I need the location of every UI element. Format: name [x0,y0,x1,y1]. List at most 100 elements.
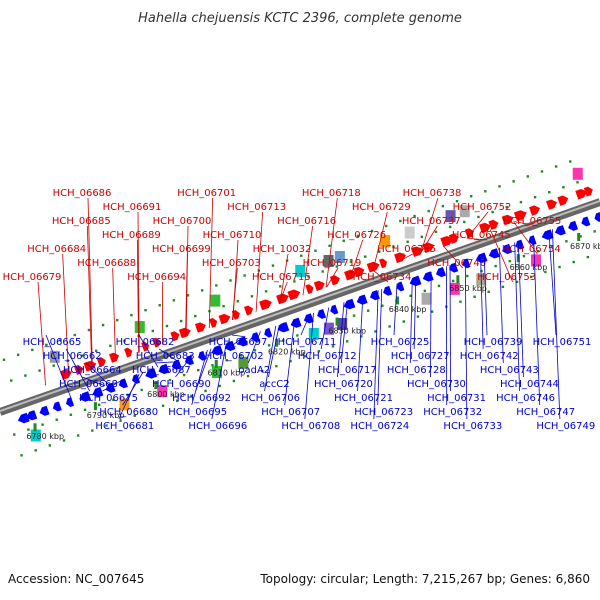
topology-text: Topology: circular; Length: 7,215,267 bp… [260,572,590,586]
track-dot-inner-top [194,314,197,318]
reverse-gene [462,258,471,269]
track-dot-inner-bottom [41,423,44,426]
forward-gene [464,228,474,239]
track-dot-inner-top [80,354,84,357]
reverse-gene [488,248,500,259]
reverse-gene-label: HCH_06712 [298,351,357,362]
track-dot-outer-bottom [76,434,80,437]
forward-gene-label: HCH_06745 [452,230,511,241]
forward-gene [194,322,206,333]
forward-gene-shape [109,352,120,363]
track-dot-inner-bottom [466,274,469,278]
track-dot-outer-top [512,180,515,183]
reverse-gene [528,235,537,246]
forward-gene-shape [394,252,406,263]
track-dot-inner-top [363,255,367,258]
forward-gene-shape [448,233,459,244]
track-dot-outer-top [16,353,20,357]
forward-gene [170,331,180,342]
reverse-gene [79,391,92,402]
track-dot-inner-bottom [409,294,412,298]
track-dot-outer-bottom [374,330,377,333]
forward-gene-shape [546,199,557,210]
reverse-gene-shape [158,363,170,375]
forward-gene-shape [313,280,325,292]
track-dot-inner-top [533,195,537,199]
feature-box [380,235,391,248]
forward-gene-label: HCH_06710 [203,230,262,241]
track-dot-outer-top [2,358,6,361]
reverse-gene-shape [65,397,75,407]
reverse-gene-label: HCH_06664 [63,365,122,376]
track-dot-inner-bottom [508,259,511,263]
gene-features [17,167,600,442]
scale-label: 6810 kbp [208,369,246,378]
reverse-gene-label: HCH_06744 [500,379,559,390]
reverse-gene [290,317,302,328]
track-dot-outer-bottom [416,315,420,318]
track-dot-inner-top [463,220,466,224]
scale-label: 6800 kbp [147,390,185,399]
track-dot-outer-bottom [317,350,321,353]
track-dot-outer-bottom [232,379,236,383]
map-title: Hahella chejuensis KCTC 2396, complete g… [138,11,462,26]
scale-label: 6860 kbp [510,263,548,272]
reverse-gene-shape [435,267,446,278]
reverse-gene [39,405,50,416]
scale-label: 6870 kbp [570,242,600,251]
track-dot-outer-top [73,333,76,337]
forward-gene [353,266,365,278]
track-dot-outer-bottom [204,389,207,393]
reverse-gene-label: HCH_06683 [136,351,195,362]
scale-label: 6820 kbp [268,347,306,356]
forward-leader-line [466,211,489,239]
forward-gene-label: HCH_06754 [502,244,561,255]
reverse-gene-label: HCH_06697 [209,337,268,348]
reverse-leader-line [517,241,524,378]
reverse-gene-label: HCH_06681 [95,421,154,432]
track-dot-inner-top [491,210,494,214]
reverse-gene-shape [581,216,591,227]
track-dot-outer-top [370,229,374,233]
track-dot-outer-bottom [303,355,306,358]
reverse-gene-label: HCH_06662 [43,351,102,362]
forward-gene [501,214,514,226]
reverse-gene-shape [541,229,554,240]
feature-box [210,294,221,307]
track-dot-inner-top [10,379,13,382]
forward-gene [546,199,557,210]
track-dot-outer-bottom [544,270,547,274]
reverse-gene-label: HCH_06707 [261,407,320,418]
forward-leader-line [112,267,116,361]
reverse-gene-shape [198,350,207,361]
track-dot-outer-top [116,318,119,322]
reverse-gene-shape [528,235,537,246]
forward-leader-line [279,253,289,304]
reverse-gene-label: HCH_06742 [460,351,519,362]
reverse-gene-label: accC2 [259,379,289,390]
track-dot-outer-bottom [147,409,151,412]
accession-text: Accession: NC_007645 [8,572,145,586]
track-dot-inner-bottom [55,418,58,421]
reverse-gene [330,304,339,315]
track-dot-inner-top [562,186,565,189]
forward-leader-line [62,253,70,378]
reverse-gene-label: HCH_06687 [132,365,191,376]
track-dot-outer-top [385,224,388,228]
track-dot-outer-top [300,254,303,257]
major-tick [214,359,218,368]
reverse-gene-shape [356,294,368,305]
reverse-gene-shape [383,285,393,296]
track-dot-inner-top [264,290,268,293]
reverse-leader-line [393,283,398,336]
track-dot-inner-top [109,344,112,348]
track-dot-inner-bottom [97,403,101,407]
track-dot-inner-bottom [480,269,483,273]
track-dot-inner-top [236,300,239,303]
reverse-leader-line [284,319,295,406]
feature-box [421,292,432,305]
reverse-gene-shape [396,281,405,292]
track-dot-inner-top [250,295,254,298]
track-dot-outer-top [356,234,360,238]
forward-leader-line [372,211,388,271]
